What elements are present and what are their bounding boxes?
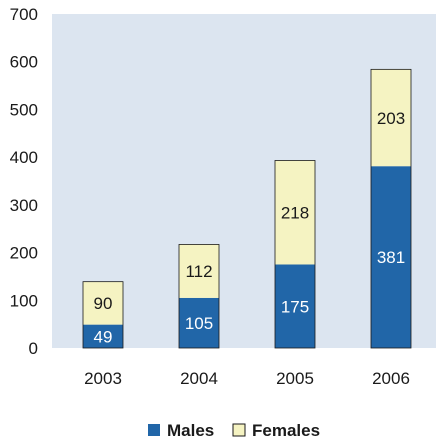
data-label-males-2003: 49: [94, 327, 113, 346]
legend-swatch-females: [232, 423, 246, 437]
y-tick-label: 500: [10, 100, 38, 119]
y-tick-label: 700: [10, 5, 38, 24]
bar-stack-outline: [370, 68, 412, 349]
x-tick-label-2005: 2005: [276, 369, 314, 388]
x-axis: 2003 2004 2005 2006: [84, 369, 410, 388]
legend: Males Females: [148, 421, 320, 440]
bar-females-2003: [83, 281, 123, 325]
data-label-females-2006: 203: [377, 109, 405, 128]
data-label-females-2005: 218: [281, 203, 309, 222]
bars: 49 90 105 112 175 218 381 203: [82, 68, 412, 349]
bar-stack-2003: 49 90: [82, 281, 124, 349]
bar-males-2004: [179, 297, 219, 348]
bar-males-2005: [275, 264, 315, 348]
data-label-females-2003: 90: [94, 294, 113, 313]
y-tick-label: 100: [10, 291, 38, 310]
y-tick-label: 300: [10, 196, 38, 215]
legend-label-females: Females: [252, 421, 320, 440]
x-tick-label-2006: 2006: [372, 369, 410, 388]
legend-label-males: Males: [167, 421, 214, 440]
bar-females-2005: [275, 160, 315, 265]
bar-stack-outline: [274, 160, 316, 349]
bar-males-2003: [83, 324, 123, 348]
y-tick-label: 400: [10, 148, 38, 167]
bar-stack-2006: 381 203: [370, 68, 412, 349]
bar-stack-2004: 105 112: [178, 244, 220, 349]
data-label-females-2004: 112: [185, 262, 212, 281]
data-label-males-2006: 381: [377, 248, 405, 267]
legend-swatch-males: [148, 424, 160, 436]
bar-stack-outline: [82, 281, 124, 349]
bar-stack-outline: [178, 244, 220, 349]
x-tick-label-2003: 2003: [84, 369, 122, 388]
data-label-males-2005: 175: [281, 297, 309, 316]
bar-females-2006: [371, 69, 411, 167]
bar-males-2006: [371, 166, 411, 348]
y-tick-label: 200: [10, 244, 38, 263]
bar-females-2004: [179, 244, 219, 298]
data-label-males-2004: 105: [185, 314, 213, 333]
y-tick-label: 0: [29, 339, 38, 358]
y-axis: 0 100 200 300 400 500 600 700: [10, 5, 38, 358]
x-tick-label-2004: 2004: [180, 369, 218, 388]
bar-stack-2005: 175 218: [274, 160, 316, 349]
y-tick-label: 600: [10, 53, 38, 72]
